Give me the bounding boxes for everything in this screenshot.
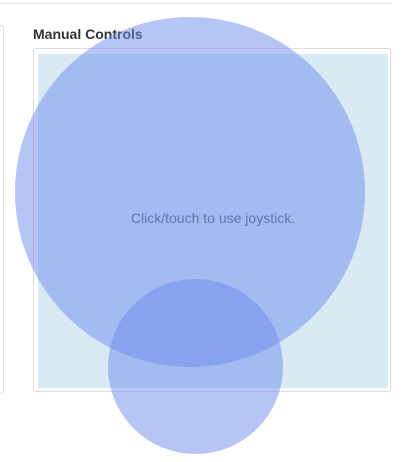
top-divider bbox=[0, 3, 392, 4]
left-panel-edge bbox=[0, 25, 4, 394]
joystick-knob[interactable] bbox=[108, 279, 283, 454]
